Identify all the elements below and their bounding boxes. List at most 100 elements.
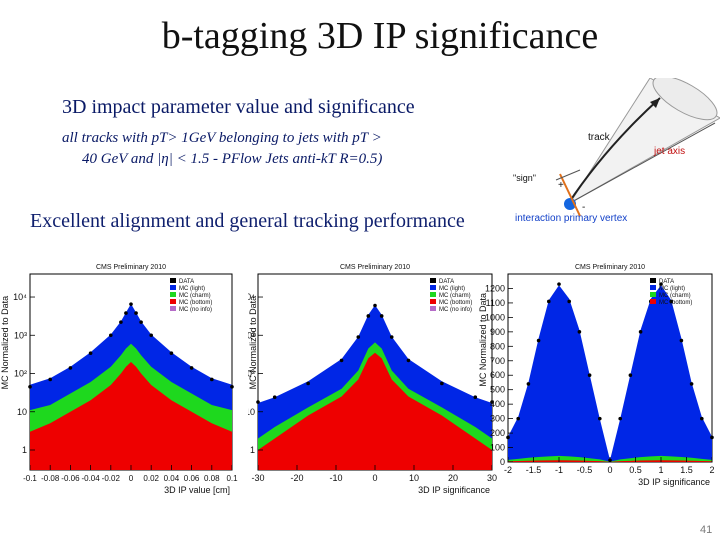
impact-parameter-line: [559, 173, 581, 217]
legend-label: MC (light): [179, 286, 205, 292]
track-arrow: [567, 97, 661, 205]
ip-value-histogram: CMS Preliminary 2010 -0.1 -0.08 -0.06 -0.04-…: [0, 264, 238, 495]
legend-swatch: [170, 292, 176, 297]
sign-axis-line: [555, 169, 581, 181]
x-tick-label: -20: [290, 473, 303, 483]
y-tick-label: 0: [500, 457, 505, 467]
x-tick-label: 0.04: [164, 474, 180, 483]
y-tick-label: 10³: [14, 330, 27, 340]
data-point: [547, 299, 551, 304]
legend-swatch: [170, 299, 176, 304]
data-point: [638, 330, 643, 334]
y-axis-label: MC Normalized to Data: [248, 296, 258, 390]
legend-swatch: [430, 292, 436, 297]
legend-swatch: [170, 306, 176, 311]
jet-axis-label: jet axis: [653, 146, 685, 157]
y-tick-label: 1200: [485, 283, 505, 293]
legend-label: MC (no info): [179, 307, 212, 313]
data-point: [366, 314, 371, 318]
data-point: [490, 400, 494, 404]
data-point: [256, 400, 260, 404]
legend-swatch: [430, 278, 436, 283]
plus-label: +: [558, 180, 564, 191]
data-point: [710, 435, 714, 440]
series-area-mc-bottom: [258, 352, 492, 470]
y-tick-label: 1000: [485, 312, 505, 322]
series-area-mc-light: [508, 285, 712, 462]
data-point: [68, 366, 73, 370]
series-area-mc-bottom: [30, 362, 232, 470]
vertex-label: interaction primary vertex: [515, 213, 627, 224]
legend-swatch: [170, 285, 176, 290]
legend-swatch: [650, 292, 656, 297]
data-point: [440, 381, 444, 386]
y-tick-label: 800: [490, 341, 505, 351]
y-tick-label: 900: [490, 327, 505, 337]
data-point: [628, 373, 633, 378]
legend-swatch: [430, 306, 436, 311]
sign-label: "sign": [513, 173, 536, 183]
slide-subtitle: 3D impact parameter value and significan…: [62, 96, 415, 118]
y-tick-label: 10²: [248, 369, 255, 379]
data-point: [669, 299, 673, 304]
track-label: track: [588, 132, 611, 143]
y-tick-label: 10: [17, 407, 27, 417]
x-tick-label: 30: [487, 473, 497, 483]
x-tick-label: 2: [709, 465, 714, 475]
data-point: [134, 311, 138, 315]
legend-label: MC (no info): [439, 307, 472, 313]
ip-significance-zoom-histogram: CMS Preliminary 2010 -2 -1.5 -1 -0.5 0 0.5 1 1.5…: [478, 264, 715, 487]
chart-title: CMS Preliminary 2010: [575, 264, 645, 271]
y-axis-label: MC Normalized to Data: [478, 293, 488, 387]
y-tick-label: 10: [248, 407, 255, 417]
legend-label: MC (charm): [659, 293, 691, 299]
x-tick-label: -2: [504, 465, 512, 475]
x-tick-label: 0.1: [226, 474, 238, 483]
x-tick-label: -0.1: [23, 474, 37, 483]
data-point: [689, 382, 694, 386]
data-point: [169, 351, 174, 355]
legend-label: MC (charm): [179, 293, 211, 299]
data-point: [139, 320, 143, 324]
chart-title: CMS Preliminary 2010: [340, 264, 410, 271]
minus-label: -: [582, 202, 585, 213]
y-tick-label: 200: [490, 428, 505, 438]
impact-parameter-diagram: track jet axis "sign" + - interaction pr…: [513, 78, 720, 224]
data-point: [406, 358, 411, 363]
data-point: [189, 366, 194, 370]
x-tick-label: 0.08: [204, 474, 220, 483]
legend-swatch: [430, 285, 436, 290]
data-point: [373, 303, 377, 308]
x-tick-label: 0.02: [143, 474, 159, 483]
legend-label: DATA: [439, 279, 454, 285]
legend-label: DATA: [179, 279, 194, 285]
data-point: [557, 282, 561, 286]
y-tick-label: 10²: [14, 369, 27, 379]
x-tick-label: 1: [658, 465, 663, 475]
data-point: [339, 358, 344, 363]
legend-swatch: [430, 299, 436, 304]
data-point: [28, 384, 32, 389]
x-tick-label: -0.04: [81, 474, 100, 483]
data-point: [577, 330, 582, 334]
data-point: [230, 384, 234, 389]
data-point: [149, 333, 153, 338]
x-axis-label: 3D IP value [cm]: [164, 485, 230, 495]
jet-axis-line: [569, 122, 716, 204]
x-tick-label: 10: [409, 473, 419, 483]
y-tick-label: 10⁴: [248, 292, 255, 302]
x-tick-label: -1.5: [526, 465, 542, 475]
legend-label: MC (light): [659, 286, 685, 292]
legend-swatch: [170, 278, 176, 283]
data-point: [618, 416, 622, 421]
y-tick-label: 1: [250, 445, 255, 455]
jet-cone-cap: [652, 78, 718, 121]
alignment-highlight: Excellent alignment and general tracking…: [30, 210, 465, 232]
y-tick-label: 1: [22, 445, 27, 455]
x-tick-label: -0.08: [41, 474, 60, 483]
x-tick-label: 0.5: [629, 465, 642, 475]
y-tick-label: 400: [490, 399, 505, 409]
legend-swatch: [650, 299, 656, 304]
data-point: [210, 377, 214, 382]
data-point: [109, 333, 113, 338]
